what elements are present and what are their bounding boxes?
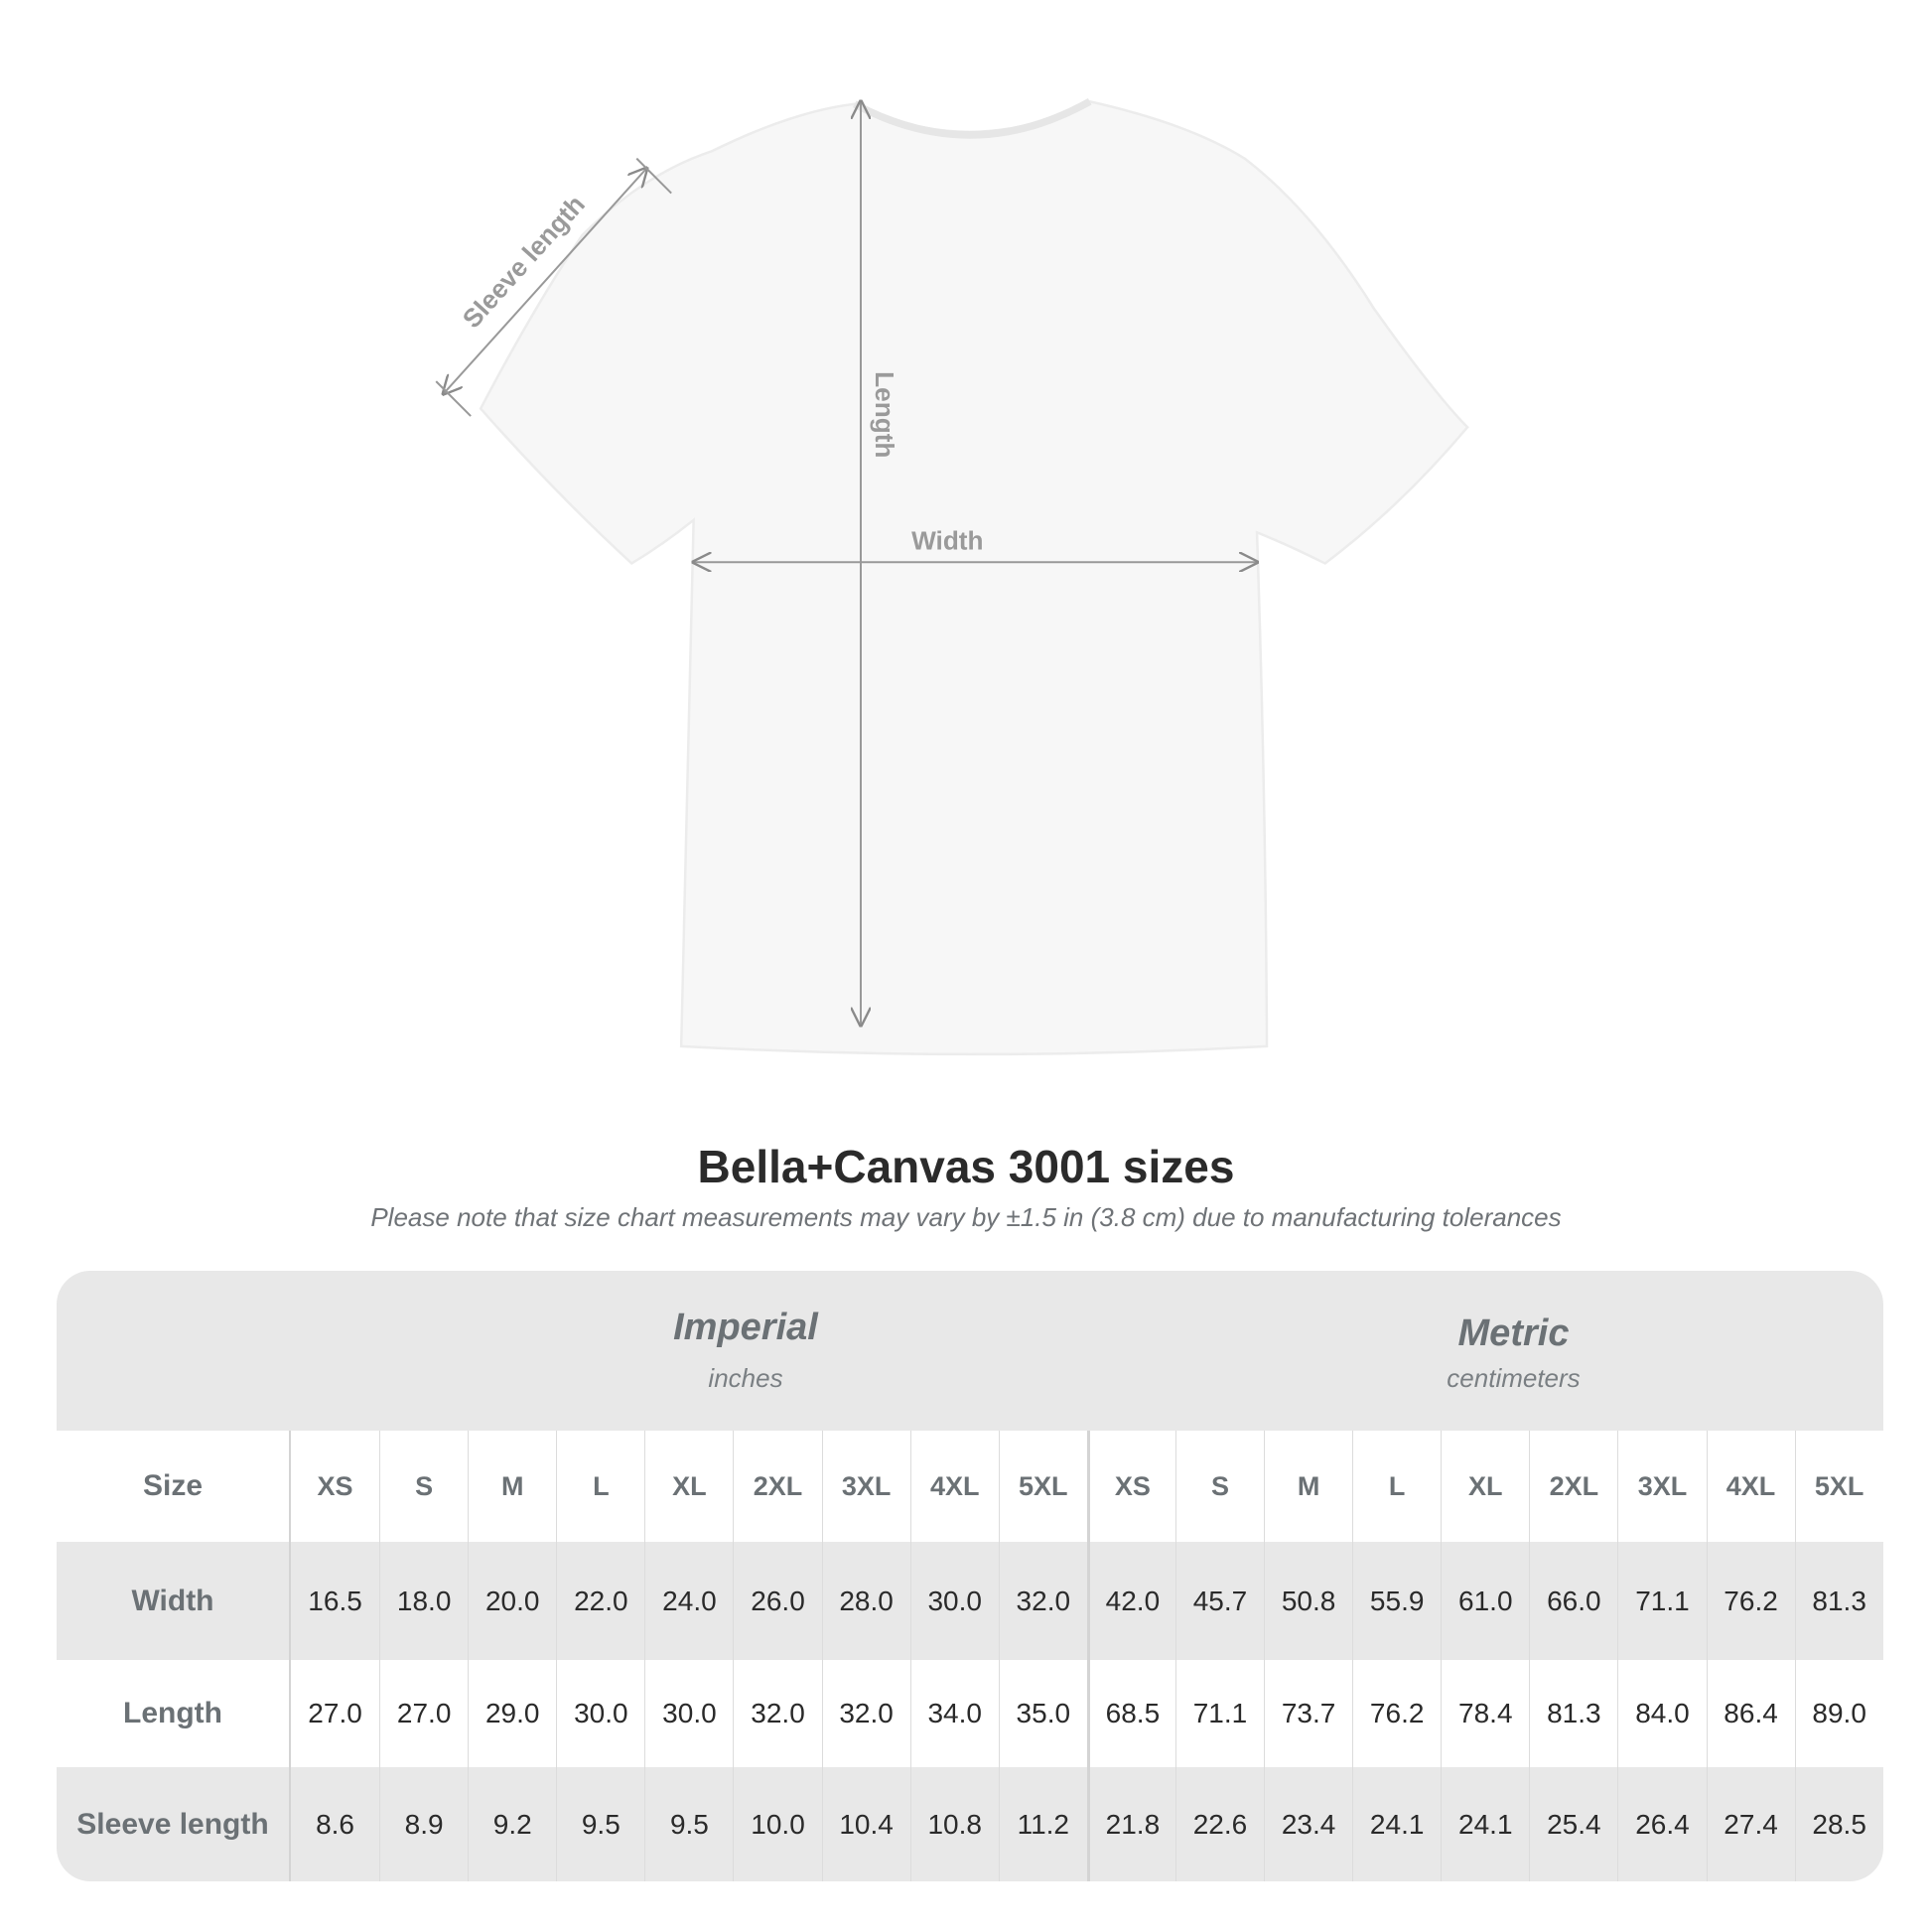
row-label: Width [57,1542,291,1660]
size-header-cell: 5XL [1794,1431,1883,1542]
value-cell: 42.0 [1086,1542,1175,1660]
size-header-cell: XL [1441,1431,1529,1542]
imperial-unit: inches [708,1363,783,1393]
size-header-cell: 4XL [909,1431,999,1542]
value-cell: 18.0 [379,1542,468,1660]
value-cell: 27.4 [1706,1767,1795,1881]
value-cell: 32.0 [998,1542,1087,1660]
value-cell: 71.1 [1174,1660,1264,1767]
value-cell: 10.8 [909,1767,999,1881]
value-cell: 84.0 [1617,1660,1706,1767]
value-cell: 29.0 [468,1660,556,1767]
value-cell: 50.8 [1264,1542,1352,1660]
value-cell: 32.0 [821,1660,910,1767]
tshirt-shape [479,99,1469,1056]
value-cell: 22.0 [556,1542,644,1660]
value-cell: 25.4 [1529,1767,1617,1881]
table-row: Length 27.0 27.0 29.0 30.0 30.0 32.0 32.0 34.0 35… [57,1660,1883,1767]
row-label: Size [57,1431,291,1542]
length-label: Length [870,371,899,458]
sleeve-arrow [444,169,647,394]
value-cell: 30.0 [644,1660,733,1767]
value-cell: 78.4 [1441,1660,1529,1767]
width-label: Width [911,526,983,556]
size-header-cell: M [1264,1431,1352,1542]
value-cell: 21.8 [1086,1767,1175,1881]
value-cell: 32.0 [733,1660,821,1767]
value-cell: 9.5 [556,1767,644,1881]
value-cell: 73.7 [1264,1660,1352,1767]
value-cell: 86.4 [1706,1660,1795,1767]
value-cell: 81.3 [1529,1660,1617,1767]
size-header-cell: L [556,1431,644,1542]
value-cell: 23.4 [1264,1767,1352,1881]
size-header-cell: 2XL [1529,1431,1617,1542]
tshirt-diagram: Sleeve length Length Width [435,97,1469,1056]
value-cell: 89.0 [1794,1660,1883,1767]
value-cell: 81.3 [1794,1542,1883,1660]
size-header-cell: 3XL [821,1431,910,1542]
value-cell: 9.2 [468,1767,556,1881]
value-cell: 76.2 [1352,1660,1441,1767]
value-cell: 8.6 [316,1808,355,1840]
value-cell: 55.9 [1352,1542,1441,1660]
size-header-cell: 5XL [998,1431,1087,1542]
value-cell: 30.0 [909,1542,999,1660]
metric-unit: centimeters [1447,1363,1581,1393]
size-header-cell: XL [644,1431,733,1542]
value-cell: 61.0 [1441,1542,1529,1660]
size-header-cell: 4XL [1706,1431,1795,1542]
size-header-cell: M [468,1431,556,1542]
table-row: Width 16.5 18.0 20.0 22.0 24.0 26.0 28.0 30.0 32.… [57,1542,1883,1660]
value-cell: 9.5 [644,1767,733,1881]
value-cell: 11.2 [998,1767,1087,1881]
size-header-cell: S [379,1431,468,1542]
value-cell: 66.0 [1529,1542,1617,1660]
value-cell: 10.4 [821,1767,910,1881]
size-header-cell: XS [317,1470,353,1501]
size-header-cell: XS [1086,1431,1175,1542]
size-header-cell: L [1352,1431,1441,1542]
tolerance-note: Please note that size chart measurements… [370,1202,1562,1232]
value-cell: 30.0 [556,1660,644,1767]
imperial-label: Imperial [673,1307,818,1348]
value-cell: 20.0 [468,1542,556,1660]
page-title: Bella+Canvas 3001 sizes [697,1141,1235,1192]
size-header-cell: 3XL [1617,1431,1706,1542]
size-header-row: Size XS S M L XL 2XL 3XL 4XL 5XL XS S M L XL 2XL 3XL 4XL 5… [57,1431,1883,1542]
value-cell: 24.1 [1352,1767,1441,1881]
value-cell: 26.0 [733,1542,821,1660]
value-cell: 35.0 [998,1660,1087,1767]
value-cell: 76.2 [1706,1542,1795,1660]
row-label: Sleeve length [57,1767,291,1881]
value-cell: 27.0 [308,1698,362,1728]
value-cell: 71.1 [1617,1542,1706,1660]
value-cell: 22.6 [1174,1767,1264,1881]
size-header-cell: 2XL [733,1431,821,1542]
size-table: Imperial inches Metric centimeters Size X… [57,1271,1883,1881]
metric-label: Metric [1457,1312,1570,1354]
value-cell: 16.5 [308,1585,362,1616]
value-cell: 28.5 [1794,1767,1883,1881]
value-cell: 28.0 [821,1542,910,1660]
size-header-cell: S [1174,1431,1264,1542]
imperial-header: Imperial inches [347,1271,1144,1431]
value-cell: 10.0 [733,1767,821,1881]
value-cell: 8.9 [379,1767,468,1881]
value-cell: 26.4 [1617,1767,1706,1881]
value-cell: 24.1 [1441,1767,1529,1881]
row-label: Length [57,1660,291,1767]
value-cell: 24.0 [644,1542,733,1660]
value-cell: 34.0 [909,1660,999,1767]
value-cell: 68.5 [1086,1660,1175,1767]
value-cell: 45.7 [1174,1542,1264,1660]
value-cell: 27.0 [379,1660,468,1767]
table-row: Sleeve length 8.6 8.9 9.2 9.5 9.5 10.0 10.4 10.8… [57,1767,1883,1881]
metric-header: Metric centimeters [1144,1271,1883,1431]
